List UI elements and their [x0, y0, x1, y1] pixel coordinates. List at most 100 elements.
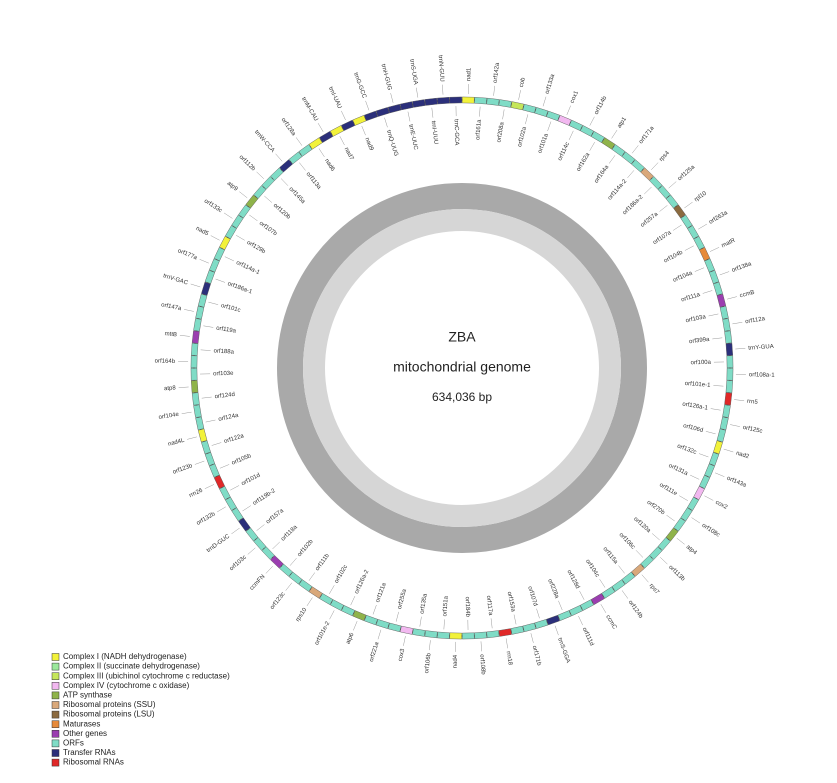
- gene-connector: [443, 619, 445, 630]
- gene-connector: [631, 145, 639, 154]
- gene-connector: [542, 96, 547, 107]
- gene-block: [330, 125, 345, 137]
- gene-connector: [289, 557, 297, 566]
- gene-connector: [341, 110, 346, 121]
- gene-block: [191, 343, 199, 356]
- gene-connector: [690, 474, 700, 480]
- gene-connector: [493, 85, 495, 96]
- gene-block: [724, 392, 733, 406]
- gene-connector: [608, 155, 616, 164]
- gene-label: rrn18: [505, 651, 513, 666]
- gene-label: orf107d: [526, 586, 538, 607]
- gene-connector: [256, 171, 265, 179]
- gene-connector: [621, 590, 629, 599]
- gene-block: [611, 144, 626, 157]
- gene-block: [204, 270, 216, 284]
- gene-connector: [691, 517, 701, 524]
- legend-swatch: [51, 749, 60, 757]
- gene-block: [486, 97, 500, 106]
- gene-connector: [644, 186, 652, 195]
- gene-connector: [730, 424, 740, 427]
- gene-block: [341, 119, 356, 131]
- gene-label: orf132c: [676, 443, 697, 455]
- gene-connector: [329, 585, 335, 595]
- gene-label: atp9: [226, 181, 239, 193]
- gene-label: orf104a: [672, 270, 694, 284]
- gene-label: orf126a-2: [354, 569, 371, 595]
- gene-block: [621, 571, 636, 585]
- gene-connector: [502, 109, 505, 120]
- gene-label: rpl10: [694, 190, 709, 203]
- gene-block: [197, 293, 208, 308]
- gene-label: orf122a: [223, 433, 245, 445]
- gene-label: orf162a: [576, 152, 592, 173]
- gene-label: orf114a-2: [607, 178, 629, 201]
- gene-label: orf186a-1: [227, 281, 254, 296]
- gene-block: [298, 579, 313, 592]
- gene-label: rps7: [648, 583, 661, 596]
- gene-connector: [190, 283, 201, 288]
- gene-label: orf118a: [280, 524, 299, 543]
- gene-block: [546, 110, 560, 122]
- gene-block: [726, 367, 734, 381]
- gene-block: [568, 605, 583, 617]
- gene-label: nad9: [363, 137, 374, 152]
- gene-block: [319, 131, 334, 143]
- gene-connector: [651, 533, 660, 541]
- gene-connector: [181, 411, 192, 414]
- gene-connector: [372, 604, 377, 615]
- gene-connector: [215, 278, 226, 283]
- gene-label: trnN-GUU: [437, 55, 445, 82]
- gene-block: [225, 496, 237, 511]
- gene-connector: [384, 117, 388, 128]
- gene-label: orf124b: [627, 600, 644, 621]
- legend-label: ATP synthase: [63, 691, 113, 700]
- gene-block: [708, 452, 720, 466]
- gene-label: orf208a: [496, 121, 505, 143]
- gene-connector: [708, 313, 719, 317]
- gene-block: [716, 293, 727, 308]
- gene-block: [673, 517, 686, 532]
- gene-block: [719, 305, 729, 320]
- gene-block: [399, 625, 414, 635]
- legend-label: Maturases: [63, 719, 100, 728]
- gene-block: [201, 281, 211, 296]
- gene-block: [191, 330, 200, 344]
- gene-label: nad7: [343, 147, 355, 162]
- gene-label: orf107b: [258, 221, 279, 238]
- gene-label: orf103e: [213, 371, 234, 377]
- gene-label: orf120a: [632, 516, 652, 534]
- gene-label: orf177a: [177, 248, 199, 262]
- gene-connector: [635, 550, 644, 558]
- legend: Complex I (NADH dehydrogenase)Complex II…: [51, 652, 230, 767]
- gene-connector: [264, 195, 273, 203]
- gene-connector: [676, 537, 685, 545]
- gene-connector: [579, 590, 585, 600]
- gene-label: orf124a: [218, 413, 240, 423]
- gene-block: [253, 185, 267, 199]
- gene-connector: [224, 256, 234, 262]
- gene-connector: [247, 547, 256, 555]
- gene-block: [722, 404, 731, 418]
- gene-connector: [201, 396, 212, 399]
- gene-connector: [317, 123, 324, 132]
- gene-connector: [554, 625, 559, 636]
- gene-connector: [723, 448, 734, 453]
- gene-block: [375, 107, 390, 117]
- gene-block: [631, 563, 645, 577]
- gene-connector: [712, 337, 723, 340]
- gene-connector: [203, 325, 214, 328]
- gene-label: trnW-CCA: [253, 129, 275, 153]
- gene-block: [387, 622, 402, 633]
- gene-connector: [568, 130, 574, 140]
- gene-block: [704, 463, 715, 478]
- gene-label: ccmFN: [249, 574, 266, 592]
- gene-block: [231, 214, 244, 229]
- gene-block: [725, 343, 733, 356]
- gene-label: trnC-GCA: [453, 119, 460, 145]
- gene-block: [437, 97, 450, 105]
- legend-label: Complex III (ubichinol cytochrome c redu…: [63, 671, 230, 680]
- gene-block: [209, 463, 220, 478]
- gene-label: orf113b: [667, 564, 686, 583]
- gene-label: orf121a: [375, 582, 388, 604]
